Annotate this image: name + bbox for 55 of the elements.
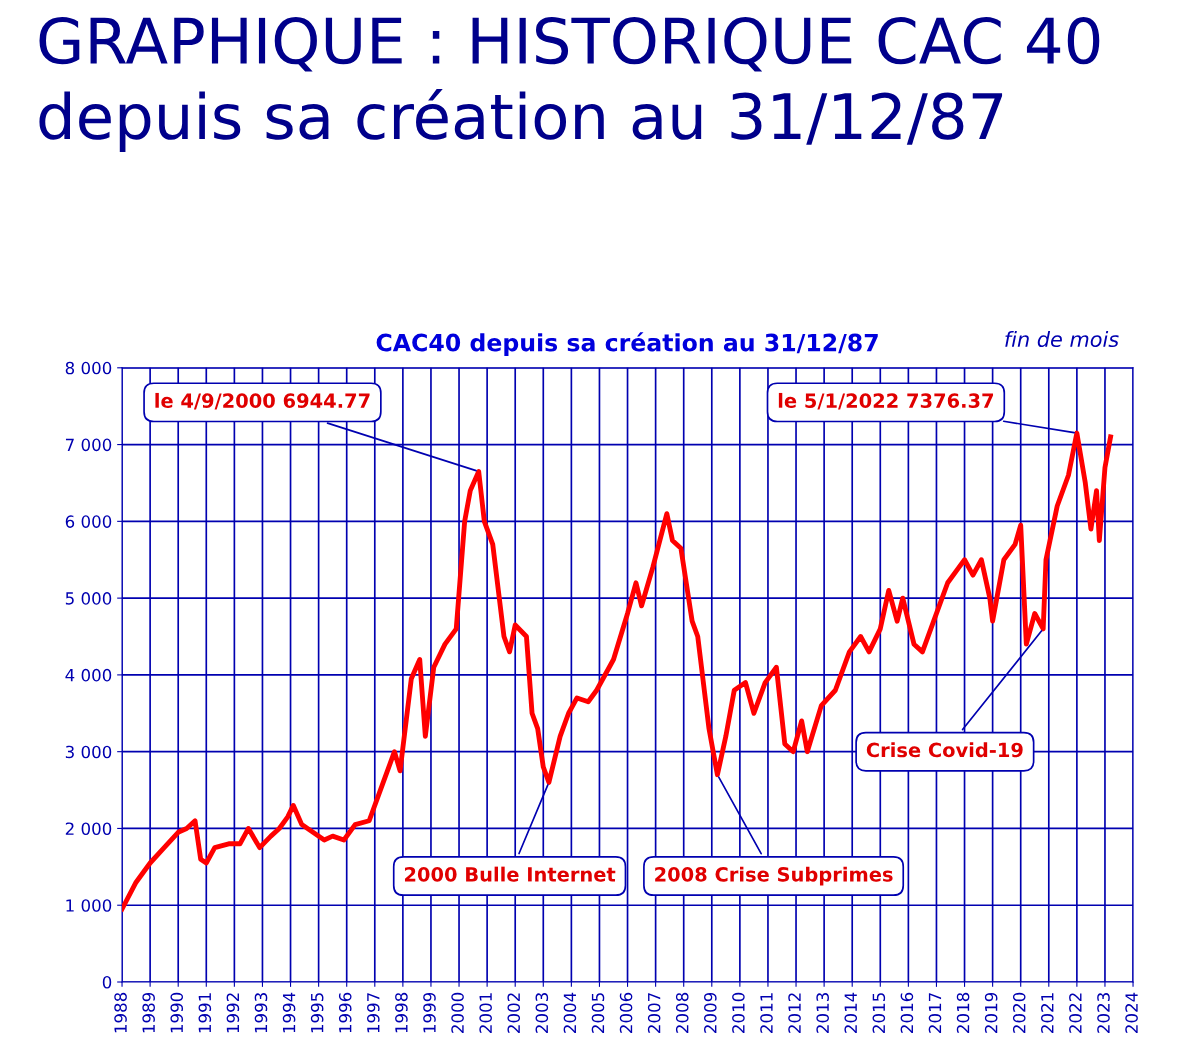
x-tick-label: 1988: [114, 992, 127, 1033]
annotation: 2000 Bulle Internet: [404, 866, 616, 882]
x-tick-label: 2016: [900, 992, 914, 1033]
y-tick-label: 2 000: [65, 822, 112, 836]
line-series: [122, 430, 1113, 912]
chart-subtitle: CAC40 depuis sa création au 31/12/87: [376, 332, 878, 357]
x-tick-label: 1996: [338, 992, 352, 1033]
y-tick-label: 0: [102, 975, 112, 989]
x-tick-label: 2023: [1097, 993, 1110, 1033]
x-tick-label: 1992: [226, 993, 240, 1033]
chart-title: GRAPHIQUE : HISTORIQUE CAC 40 depuis sa création au 31/12/87: [39, 17, 1100, 152]
x-tick-label: 2005: [591, 993, 605, 1033]
y-tick-label: 6 000: [65, 515, 112, 528]
x-tick-label: 1998: [395, 992, 408, 1033]
y-tick-label: 8 000: [65, 361, 112, 375]
x-tick-label: 2015: [872, 993, 886, 1033]
x-tick-label: 2022: [1069, 993, 1082, 1033]
x-tick-label: 2006: [619, 992, 633, 1033]
x-tick-label: 2014: [844, 992, 858, 1033]
x-tick-label: 2002: [507, 993, 521, 1033]
y-tick-label: 3 000: [65, 745, 112, 759]
x-tick-label: 2017: [928, 993, 942, 1033]
annotation: 2008 Crise Subprimes: [655, 866, 893, 886]
x-tick-label: 2019: [984, 992, 998, 1033]
x-tick-label: 2013: [816, 993, 829, 1033]
annotation: Crise Covid-19: [866, 742, 1023, 758]
x-tick-label: 2018: [956, 992, 970, 1033]
x-tick-label: 2008: [675, 992, 689, 1033]
x-tick-label: 1993: [254, 993, 268, 1033]
x-tick-label: 2007: [647, 993, 661, 1033]
annotation: le 4/9/2000 6944.77: [155, 392, 370, 410]
x-tick-label: 2009: [704, 992, 717, 1033]
y-tick-label: 5 000: [65, 592, 112, 605]
x-tick-label: 1999: [423, 992, 436, 1033]
x-tick-label: 2001: [479, 993, 492, 1033]
x-tick-label: 2003: [535, 993, 549, 1033]
x-tick-label: 2011: [760, 993, 773, 1033]
x-tick-label: 2010: [732, 992, 745, 1033]
text: fin de mois: [1005, 330, 1119, 348]
annotation: le 5/1/2022 7376.37: [778, 392, 994, 410]
x-tick-label: 1995: [310, 993, 324, 1033]
y-tick-label: 7 000: [65, 438, 112, 452]
x-tick-label: 1997: [367, 993, 380, 1033]
x-tick-label: 2020: [1012, 992, 1026, 1033]
x-tick-label: 1991: [198, 993, 212, 1033]
x-tick-label: 2000: [451, 992, 464, 1033]
y-tick-label: 1 000: [66, 899, 112, 912]
x-tick-label: 2004: [563, 992, 577, 1033]
x-tick-label: 1989: [142, 992, 155, 1033]
x-tick-label: 1990: [170, 992, 184, 1033]
x-tick-label: 1994: [282, 992, 296, 1033]
y-tick-label: 4 000: [65, 668, 112, 682]
x-tick-label: 2021: [1041, 993, 1054, 1033]
x-tick-label: 2024: [1125, 992, 1138, 1033]
x-tick-label: 2012: [788, 993, 801, 1033]
